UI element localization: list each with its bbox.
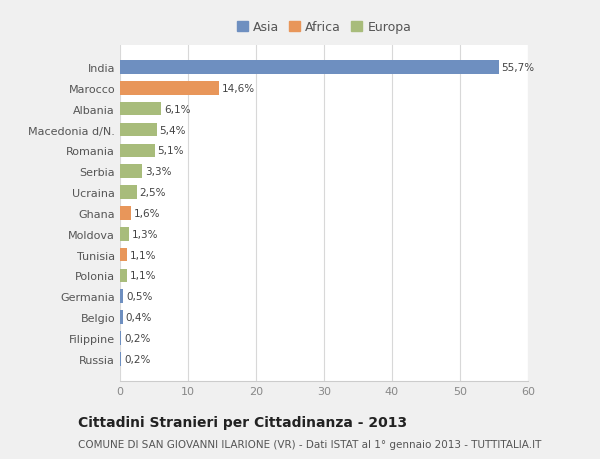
Bar (120, 165, 142, 179)
Text: 1,1%: 1,1% (130, 250, 157, 260)
Bar (120, 290, 124, 303)
Text: 1,6%: 1,6% (134, 208, 160, 218)
Text: 0,2%: 0,2% (124, 354, 151, 364)
Bar (120, 82, 219, 95)
Bar (120, 123, 157, 137)
Text: 55,7%: 55,7% (502, 63, 535, 73)
Bar (120, 207, 131, 220)
Text: 5,4%: 5,4% (160, 125, 186, 135)
Text: 14,6%: 14,6% (222, 84, 255, 94)
Text: 6,1%: 6,1% (164, 105, 191, 114)
Bar (120, 269, 127, 283)
Bar (120, 248, 127, 262)
Text: Cittadini Stranieri per Cittadinanza - 2013: Cittadini Stranieri per Cittadinanza - 2… (78, 415, 407, 429)
Bar (120, 311, 123, 324)
Bar (120, 352, 121, 366)
Bar (120, 186, 137, 199)
Bar (120, 144, 155, 158)
Text: 2,5%: 2,5% (140, 188, 166, 198)
Bar (120, 61, 499, 75)
Text: 0,5%: 0,5% (126, 291, 152, 302)
Legend: Asia, Africa, Europa: Asia, Africa, Europa (234, 19, 414, 37)
Text: 0,4%: 0,4% (125, 313, 152, 322)
Text: 0,2%: 0,2% (124, 333, 151, 343)
Text: COMUNE DI SAN GIOVANNI ILARIONE (VR) - Dati ISTAT al 1° gennaio 2013 - TUTTITALI: COMUNE DI SAN GIOVANNI ILARIONE (VR) - D… (78, 439, 541, 449)
Bar (120, 103, 161, 116)
Text: 5,1%: 5,1% (157, 146, 184, 156)
Text: 1,3%: 1,3% (131, 229, 158, 239)
Bar (120, 228, 129, 241)
Text: 1,1%: 1,1% (130, 271, 157, 281)
Bar (120, 331, 121, 345)
Text: 3,3%: 3,3% (145, 167, 172, 177)
